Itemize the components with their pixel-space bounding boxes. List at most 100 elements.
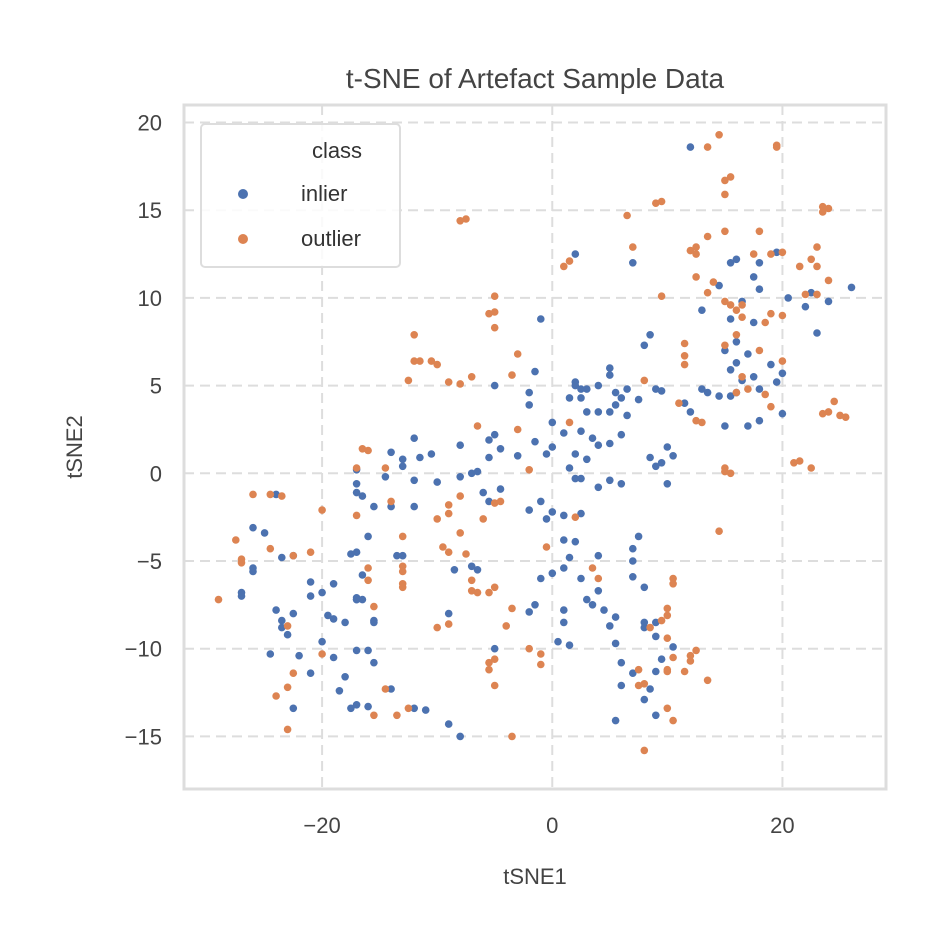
inlier-point	[531, 601, 539, 609]
inlier-point	[634, 532, 643, 541]
outlier-point	[790, 459, 798, 467]
inlier-point	[456, 473, 465, 481]
outlier-point	[496, 497, 505, 506]
inlier-point	[416, 453, 424, 462]
outlier-point	[456, 380, 465, 388]
outlier-point	[433, 360, 442, 369]
inlier-point	[588, 601, 597, 609]
inlier-point	[652, 462, 660, 471]
outlier-point	[565, 418, 574, 427]
outlier-point	[490, 323, 499, 332]
inlier-point	[370, 658, 378, 667]
inlier-point	[341, 618, 349, 627]
outlier-point	[732, 388, 741, 397]
outlier-point	[571, 513, 580, 521]
inlier-point	[652, 632, 660, 641]
inlier-point	[715, 392, 723, 400]
inlier-point	[456, 441, 465, 450]
inlier-point	[410, 502, 419, 511]
inlier-point	[329, 615, 338, 623]
inlier-point	[588, 434, 597, 443]
inlier-point	[594, 551, 603, 560]
inlier-point	[341, 673, 349, 681]
outlier-point	[795, 262, 804, 271]
inlier-point	[329, 580, 338, 588]
outlier-point	[669, 716, 677, 725]
outlier-point	[565, 257, 574, 265]
outlier-point	[490, 655, 499, 663]
outlier-point	[473, 588, 482, 597]
inlier-point	[513, 452, 522, 460]
inlier-point	[732, 359, 741, 367]
inlier-point	[583, 455, 591, 464]
outlier-point	[542, 543, 551, 551]
inlier-point	[611, 639, 620, 648]
outlier-point	[473, 422, 482, 430]
inlier-point	[398, 551, 407, 560]
outlier-point	[715, 131, 723, 139]
inlier-point	[778, 369, 787, 378]
outlier-point	[444, 548, 453, 556]
outlier-point	[513, 350, 522, 358]
outlier-point	[444, 620, 453, 628]
inlier-point	[266, 650, 275, 658]
outlier-point	[467, 587, 476, 595]
inlier-point	[393, 551, 401, 560]
inlier-point	[289, 704, 298, 713]
inlier-point	[306, 578, 315, 586]
plot-frame	[182, 103, 888, 791]
inlier-point	[617, 394, 626, 402]
outlier-point	[836, 411, 844, 420]
inlier-point	[560, 511, 568, 520]
y-tick-label: 15	[138, 198, 162, 223]
inlier-point	[652, 385, 660, 393]
outlier-point	[669, 580, 677, 588]
outlier-point	[818, 208, 827, 216]
inlier-point	[715, 281, 723, 290]
inlier-point	[721, 422, 729, 430]
inlier-point	[663, 480, 672, 488]
inlier-point	[784, 294, 792, 302]
inlier-point	[421, 706, 430, 714]
outlier-point	[692, 273, 700, 281]
outlier-point	[715, 527, 723, 535]
outlier-point	[237, 559, 246, 567]
inlier-point	[744, 422, 752, 430]
outlier-point	[370, 602, 378, 611]
inlier-point	[583, 385, 591, 393]
outlier-point	[692, 243, 700, 251]
outlier-point	[830, 397, 838, 406]
inlier-point	[571, 250, 580, 258]
outlier-point	[289, 669, 298, 677]
inlier-point	[732, 338, 741, 346]
inlier-point	[548, 569, 557, 578]
inlier-point	[444, 609, 453, 618]
outlier-point	[444, 509, 453, 518]
outlier-point	[490, 681, 499, 690]
inlier-point	[410, 476, 419, 485]
outlier-point	[381, 685, 390, 693]
outlier-point	[588, 564, 597, 572]
inlier-point	[606, 371, 614, 379]
inlier-point	[698, 385, 706, 393]
inlier-point	[370, 502, 378, 511]
inlier-point	[381, 473, 390, 481]
outlier-point	[703, 143, 712, 151]
inlier-point	[410, 704, 419, 713]
outlier-point	[352, 464, 361, 472]
inlier-point	[617, 658, 626, 667]
inlier-point	[249, 523, 257, 532]
inlier-point	[606, 476, 614, 485]
outlier-point	[433, 623, 442, 632]
outlier-point	[272, 692, 280, 700]
outlier-point	[698, 418, 706, 427]
inlier-point	[617, 681, 626, 690]
y-tick-label: 20	[138, 111, 162, 136]
inlier-point	[289, 609, 298, 618]
inlier-point	[352, 595, 361, 604]
inlier-point	[410, 434, 419, 443]
outlier-point	[778, 357, 787, 365]
outlier-point	[669, 574, 677, 583]
inlier-point	[611, 388, 620, 397]
outlier-point	[283, 683, 292, 692]
